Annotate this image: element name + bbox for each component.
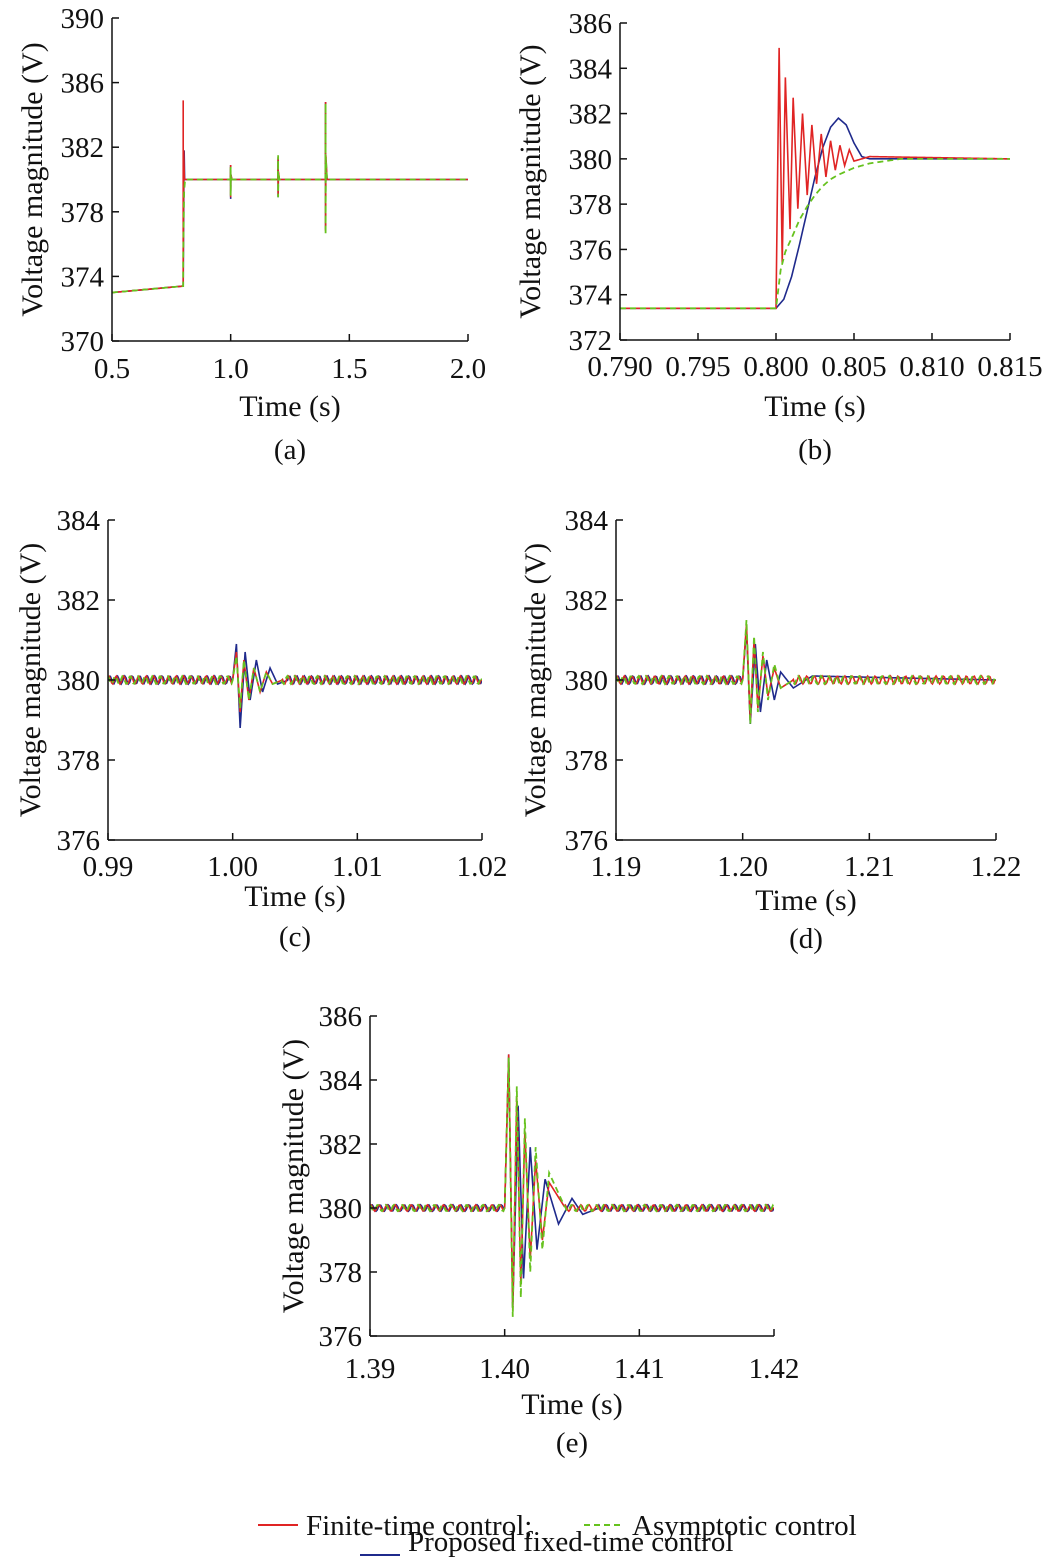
panel-e: 1.39 1.40 1.41 1.42 376 378 380 382 384 386 Time (… [277, 1001, 799, 1459]
x-axis-label: Time (s) [755, 884, 856, 917]
x-tick-label: 0.800 [743, 351, 808, 383]
series-fixed-line [108, 643, 482, 729]
y-tick-label: 382 [61, 132, 105, 164]
x-tick-label: 0.790 [587, 351, 652, 383]
series-asymptotic-line [108, 655, 482, 709]
y-axis-label: Voltage magnitude (V) [277, 1039, 310, 1313]
y-tick-label: 382 [57, 585, 101, 617]
legend-fixed-label: Proposed fixed-time control [408, 1526, 733, 1558]
x-tick-label: 1.40 [479, 1353, 530, 1385]
y-tick-label: 386 [569, 8, 613, 40]
series-group [112, 100, 468, 294]
series-fixed-line [370, 1054, 774, 1308]
y-tick-label: 390 [61, 3, 105, 35]
y-tick-label: 380 [569, 144, 613, 176]
y-tick-label: 378 [319, 1257, 363, 1289]
x-tick-label: 0.5 [94, 353, 130, 385]
y-tick-label: 378 [61, 197, 105, 229]
y-tick-label: 374 [569, 280, 613, 312]
y-tick-label: 384 [569, 53, 613, 85]
x-axis-label: Time (s) [521, 1388, 622, 1421]
y-tick-label: 372 [569, 325, 613, 357]
x-axis-label: Time (s) [764, 390, 865, 423]
series-fixed-line [620, 116, 1010, 310]
y-tick-label: 384 [319, 1065, 363, 1097]
panel-b: 0.790 0.795 0.800 0.805 0.810 0.815 372 374 376 3… [514, 8, 1043, 466]
series-group [108, 643, 482, 729]
panel-label: (d) [789, 923, 823, 955]
y-tick-label: 382 [319, 1129, 363, 1161]
series-group [620, 47, 1010, 310]
y-tick-label: 380 [319, 1193, 363, 1225]
x-axis-label: Time (s) [239, 390, 340, 423]
y-tick-label: 386 [61, 68, 105, 100]
series-finite-line [370, 1054, 774, 1311]
x-tick-label: 2.0 [450, 353, 486, 385]
y-tick-label: 376 [569, 234, 613, 266]
panel-a: 0.5 1.0 1.5 2.0 370 374 378 382 386 390 Time (s) Vo… [16, 3, 486, 466]
x-tick-label: 0.815 [977, 351, 1042, 383]
series-asymptotic-line [616, 619, 996, 725]
panel-label: (b) [798, 434, 832, 466]
x-tick-label: 1.20 [717, 851, 768, 883]
y-tick-label: 376 [565, 825, 609, 857]
y-tick-label: 380 [57, 665, 101, 697]
x-tick-label: 1.00 [207, 851, 258, 883]
x-tick-label: 1.0 [213, 353, 249, 385]
series-finite-line [108, 651, 482, 713]
y-tick-label: 378 [565, 745, 609, 777]
y-axis-label: Voltage magnitude (V) [16, 42, 49, 316]
panel-d: 1.19 1.20 1.21 1.22 376 378 380 382 384 Time (s) V… [519, 505, 1021, 955]
legend-asymptotic-label: Asymptotic control [632, 1510, 857, 1542]
x-tick-label: 1.21 [844, 851, 895, 883]
x-tick-label: 0.805 [821, 351, 886, 383]
series-asymptotic-line [112, 103, 468, 294]
x-tick-label: 1.19 [591, 851, 642, 883]
panels: 0.5 1.0 1.5 2.0 370 374 378 382 386 390 Time (s) Vo… [14, 3, 1043, 1459]
y-tick-label: 370 [61, 326, 105, 358]
series-group [616, 619, 996, 725]
series-fixed-line [112, 101, 468, 294]
panel-label: (c) [279, 921, 311, 953]
x-axis-label: Time (s) [244, 880, 345, 913]
x-tick-label: 0.99 [83, 851, 134, 883]
y-axis-label: Voltage magnitude (V) [519, 543, 552, 817]
y-tick-label: 378 [57, 745, 101, 777]
panel-label: (a) [274, 434, 306, 466]
series-asymptotic-line [370, 1057, 774, 1317]
panel-label: (e) [556, 1427, 588, 1459]
series-finite-line [616, 623, 996, 721]
y-axis-label: Voltage magnitude (V) [514, 44, 547, 318]
y-tick-label: 380 [565, 665, 609, 697]
x-tick-label: 1.41 [614, 1353, 665, 1385]
legend-finite-label: Finite-time control; [306, 1510, 532, 1542]
y-tick-label: 386 [319, 1001, 363, 1033]
y-tick-label: 376 [57, 825, 101, 857]
x-tick-label: 1.39 [345, 1353, 396, 1385]
y-tick-label: 378 [569, 189, 613, 221]
y-tick-label: 384 [57, 505, 101, 537]
y-tick-label: 382 [565, 585, 609, 617]
x-tick-label: 1.42 [749, 1353, 800, 1385]
panel-c: 0.99 1.00 1.01 1.02 376 378 380 382 384 Time (s) V… [14, 505, 507, 953]
x-tick-label: 0.795 [665, 351, 730, 383]
series-finite-line [112, 100, 468, 294]
y-tick-label: 376 [319, 1321, 363, 1353]
x-tick-label: 0.810 [899, 351, 964, 383]
series-group [370, 1054, 774, 1317]
x-tick-label: 1.22 [971, 851, 1022, 883]
y-tick-label: 384 [565, 505, 609, 537]
legend: Finite-time control; Asymptotic control … [258, 1510, 857, 1558]
x-tick-label: 1.01 [332, 851, 383, 883]
y-axis-label: Voltage magnitude (V) [14, 543, 47, 817]
series-asymptotic-line [620, 157, 1010, 310]
x-tick-label: 1.5 [331, 353, 367, 385]
y-tick-label: 374 [61, 261, 105, 293]
x-tick-label: 1.02 [457, 851, 508, 883]
y-tick-label: 382 [569, 99, 613, 131]
